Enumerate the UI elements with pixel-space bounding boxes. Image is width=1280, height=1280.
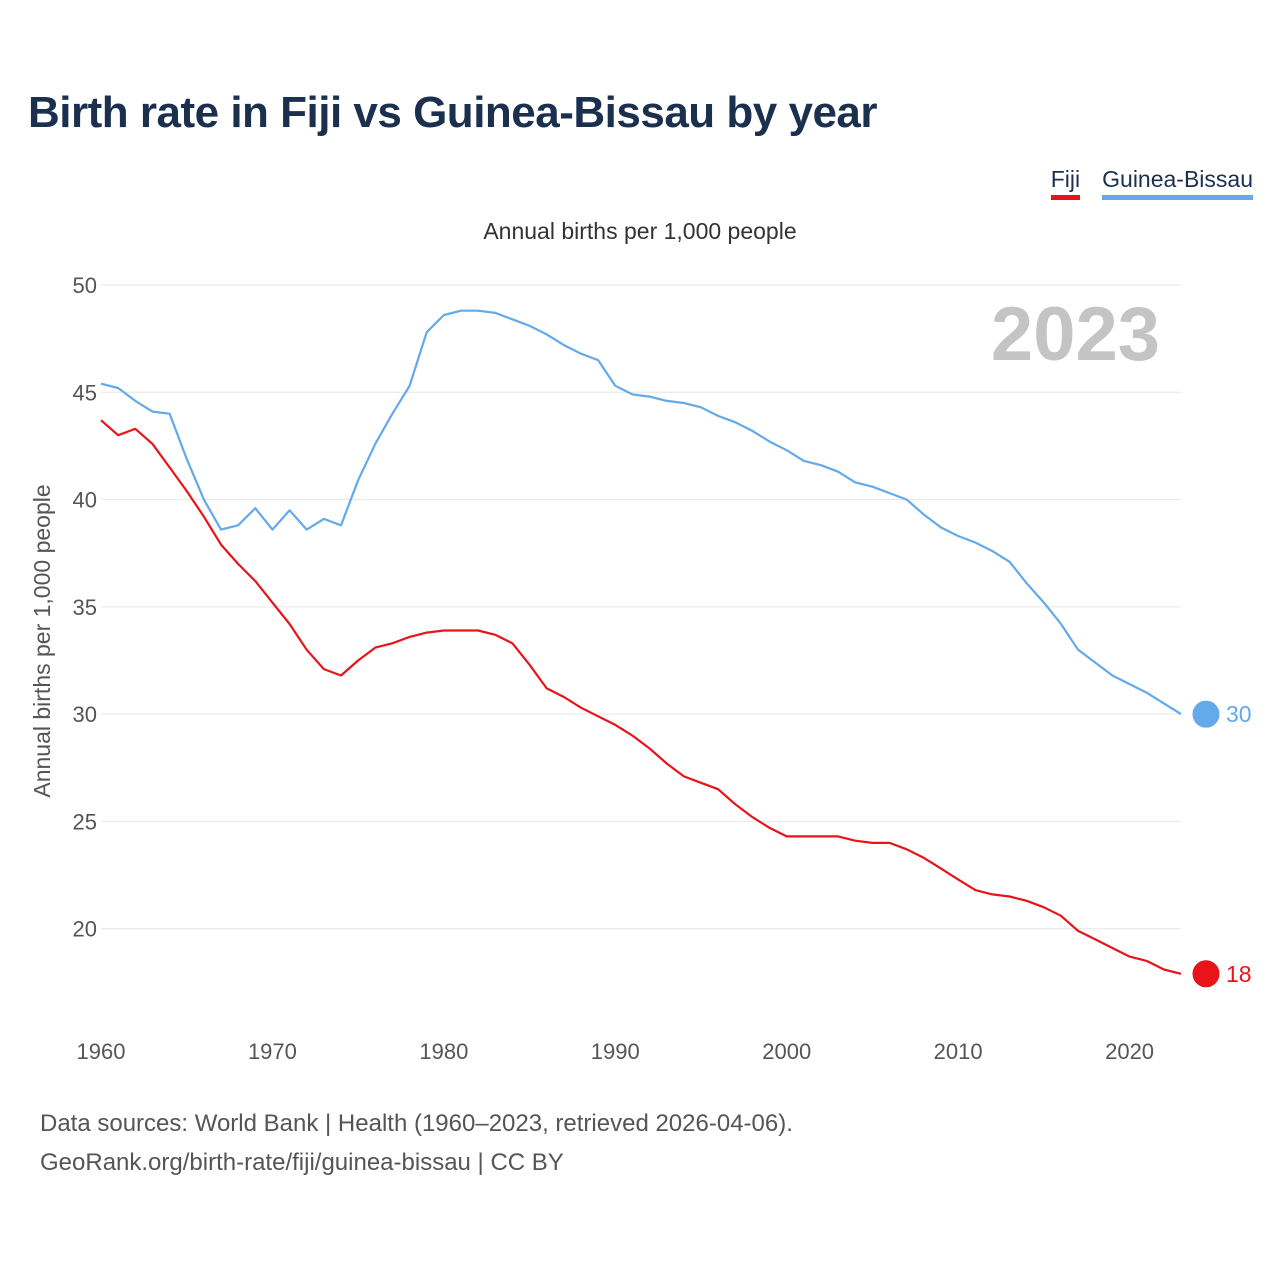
series-end-markers: 30 18 (1191, 699, 1252, 989)
current-year-label: 2023 (991, 292, 1160, 377)
footer: Data sources: World Bank | Health (1960–… (40, 1104, 793, 1182)
end-marker-fiji: 18 (1191, 959, 1252, 989)
series-line-fiji (100, 419, 1182, 975)
x-axis-ticks: 1960 1970 1980 1990 2000 2010 2020 (77, 1039, 1155, 1064)
end-value-label-guinea-bissau: 30 (1226, 701, 1252, 727)
x-tick-label: 1990 (591, 1039, 640, 1064)
flag-circle-outline (1191, 959, 1221, 989)
chart-title: Birth rate in Fiji vs Guinea-Bissau by y… (28, 88, 878, 137)
flag-circle (1192, 959, 1220, 988)
y-tick-label: 40 (73, 488, 97, 513)
x-tick-label: 2010 (934, 1039, 983, 1064)
end-value-label-fiji: 18 (1226, 961, 1252, 987)
legend-item-guinea-bissau[interactable]: Guinea-Bissau (1102, 166, 1253, 200)
series-line-guinea-bissau (100, 309, 1182, 716)
legend: Fiji Guinea-Bissau (1050, 166, 1253, 200)
line-chart: 20 25 30 35 40 45 50 1960 1970 1980 1990 2000 2010 2… (29, 273, 1252, 1064)
y-tick-label: 45 (73, 380, 97, 405)
y-tick-label: 25 (73, 809, 97, 834)
footer-link[interactable]: GeoRank.org/birth-rate/fiji/guinea-bissa… (40, 1149, 564, 1176)
flag-circle (1192, 700, 1220, 729)
end-marker-guinea-bissau: 30 (1191, 699, 1252, 729)
y-tick-label: 20 (73, 917, 97, 942)
series-lines (100, 309, 1182, 975)
chart-subtitle: Annual births per 1,000 people (483, 218, 797, 244)
x-tick-label: 1980 (419, 1039, 468, 1064)
y-tick-label: 30 (73, 702, 97, 727)
flag-circle-outline (1191, 699, 1221, 729)
x-tick-label: 2000 (762, 1039, 811, 1064)
x-tick-label: 1970 (248, 1039, 297, 1064)
y-tick-label: 50 (73, 273, 97, 298)
y-axis-label: Annual births per 1,000 people (29, 484, 55, 797)
y-tick-label: 35 (73, 595, 97, 620)
x-tick-label: 1960 (77, 1039, 126, 1064)
y-axis-ticks: 20 25 30 35 40 45 50 (73, 273, 97, 942)
legend-item-fiji[interactable]: Fiji (1050, 166, 1081, 200)
footer-source: Data sources: World Bank | Health (1960–… (40, 1110, 793, 1137)
x-tick-label: 2020 (1105, 1039, 1154, 1064)
grid-lines (101, 284, 1181, 930)
